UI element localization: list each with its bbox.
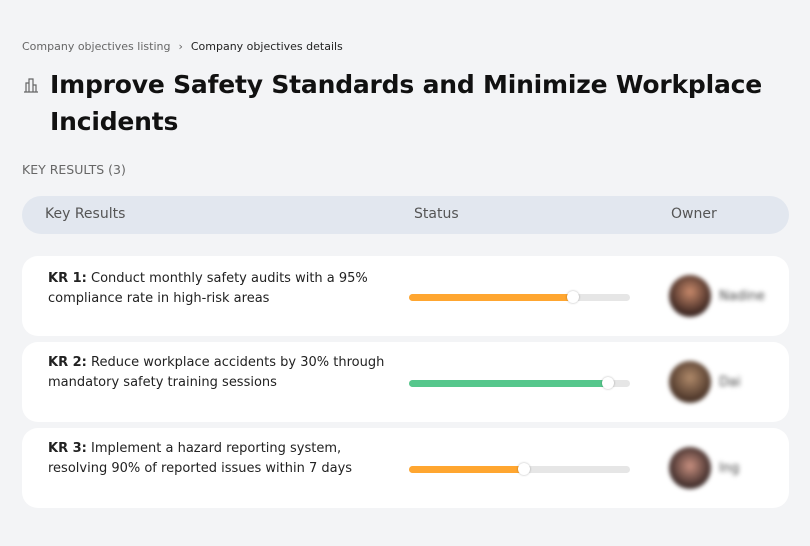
table-header: Key Results Status Owner (22, 196, 789, 234)
breadcrumb-current: Company objectives details (190, 40, 343, 53)
header-key-results: Key Results (45, 206, 126, 222)
progress-knob (566, 291, 579, 303)
owner-name: Dai (719, 375, 741, 390)
breadcrumb: Company objectives listing › Company obj… (22, 40, 343, 53)
key-result-description: Reduce workplace accidents by 30% throug… (48, 355, 385, 390)
breadcrumb-link-listing[interactable]: Company objectives listing (22, 40, 171, 53)
owner-name: Nadine (719, 289, 765, 304)
progress-knob (517, 463, 530, 475)
progress-bar (409, 377, 630, 389)
owner-avatar (669, 275, 711, 317)
key-results-count: KEY RESULTS (3) (22, 162, 126, 177)
progress-fill (409, 466, 524, 473)
breadcrumb-separator: › (178, 40, 183, 53)
buildings-icon (24, 78, 38, 93)
header-status: Status (414, 206, 459, 222)
owner-avatar (669, 447, 711, 489)
owner-avatar (669, 361, 711, 403)
key-result-row[interactable]: KR 1: Conduct monthly safety audits with… (22, 256, 789, 336)
key-result-id: KR 3: (48, 441, 87, 456)
key-result-text: KR 3: Implement a hazard reporting syste… (48, 439, 388, 479)
page-title-row: Improve Safety Standards and Minimize Wo… (22, 66, 762, 140)
key-result-text: KR 1: Conduct monthly safety audits with… (48, 269, 388, 309)
key-result-description: Conduct monthly safety audits with a 95%… (48, 271, 368, 306)
key-result-row[interactable]: KR 3: Implement a hazard reporting syste… (22, 428, 789, 508)
progress-bar (409, 463, 630, 475)
key-result-description: Implement a hazard reporting system, res… (48, 441, 353, 476)
key-result-id: KR 1: (48, 271, 87, 286)
owner-name: Ing (719, 461, 740, 476)
header-owner: Owner (671, 206, 717, 222)
progress-knob (601, 377, 614, 389)
progress-fill (409, 294, 573, 301)
progress-fill (409, 380, 608, 387)
key-result-text: KR 2: Reduce workplace accidents by 30% … (48, 353, 388, 393)
key-result-row[interactable]: KR 2: Reduce workplace accidents by 30% … (22, 342, 789, 422)
key-result-id: KR 2: (48, 355, 87, 370)
progress-bar (409, 291, 630, 303)
page-title: Improve Safety Standards and Minimize Wo… (50, 70, 762, 136)
